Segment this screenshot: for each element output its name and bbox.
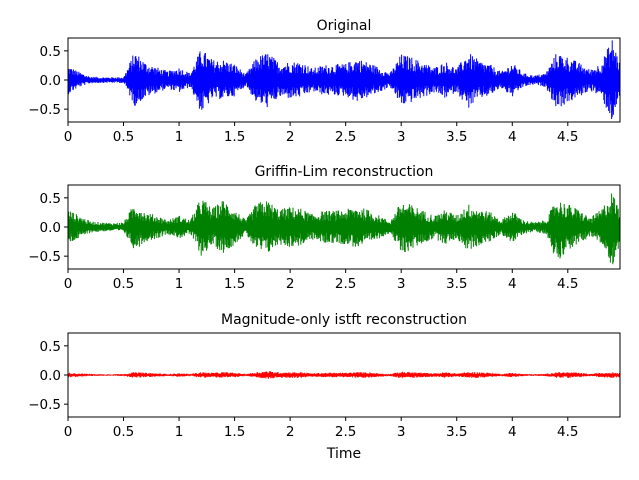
waveform-magnitude-only <box>68 371 620 379</box>
axes-frame-griffin-lim <box>67 184 621 270</box>
y-tick-label: 0.5 <box>40 339 61 355</box>
axis-ticks-original: 0 0.5 1 1.5 2 2.5 3 3.5 4 4.5 0.5 0.0 −0.5 <box>28 44 578 145</box>
y-tick-label: −0.5 <box>28 102 61 118</box>
x-tick-label: 2.5 <box>335 129 356 145</box>
x-tick-label: 1 <box>175 276 184 292</box>
x-tick-label: 2.5 <box>335 424 356 440</box>
x-tick-label: 3 <box>397 129 406 145</box>
x-tick-label: 4 <box>508 424 517 440</box>
x-tick-label: 0.5 <box>113 129 134 145</box>
x-tick-label: 2 <box>286 424 295 440</box>
x-tick-label: 3.5 <box>446 276 467 292</box>
chart-title-original: Original <box>317 18 372 34</box>
x-tick-label: 0 <box>64 276 73 292</box>
y-tick-label: −0.5 <box>28 249 61 265</box>
axis-ticks-magnitude-only: 0 0.5 1 1.5 2 2.5 3 3.5 4 4.5 0.5 0.0 −0.5 <box>28 339 578 440</box>
subplot-griffin-lim: Griffin-Lim reconstruction 0 0.5 1 1.5 2 2.5 3… <box>28 164 621 292</box>
axes-frame-original <box>67 37 621 123</box>
x-tick-label: 1.5 <box>224 129 245 145</box>
waveform-series-magnitude-only <box>68 371 620 379</box>
x-tick-label: 0 <box>64 129 73 145</box>
subplot-magnitude-only: Magnitude-only istft reconstruction 0 0.5… <box>28 312 621 462</box>
y-tick-label: 0.5 <box>40 191 61 207</box>
x-axis-label: Time <box>326 446 361 462</box>
y-tick-label: 0.0 <box>40 220 61 236</box>
x-tick-label: 1 <box>175 424 184 440</box>
x-tick-label: 1.5 <box>224 276 245 292</box>
y-tick-label: 0.0 <box>40 368 61 384</box>
axis-ticks-griffin-lim: 0 0.5 1 1.5 2 2.5 3 3.5 4 4.5 0.5 0.0 −0.5 <box>28 191 578 292</box>
axes-frame-magnitude-only <box>67 332 621 418</box>
x-tick-label: 3 <box>397 424 406 440</box>
x-tick-label: 4.5 <box>557 129 578 145</box>
x-tick-label: 4 <box>508 129 517 145</box>
x-tick-label: 1.5 <box>224 424 245 440</box>
y-tick-label: −0.5 <box>28 397 61 413</box>
x-tick-label: 3.5 <box>446 129 467 145</box>
x-tick-label: 4.5 <box>557 276 578 292</box>
x-tick-label: 0 <box>64 424 73 440</box>
x-tick-label: 3 <box>397 276 406 292</box>
x-tick-label: 4 <box>508 276 517 292</box>
chart-title-griffin-lim: Griffin-Lim reconstruction <box>255 164 434 180</box>
waveform-griffin-lim <box>68 193 620 265</box>
chart-title-magnitude-only: Magnitude-only istft reconstruction <box>221 312 467 328</box>
x-tick-label: 4.5 <box>557 424 578 440</box>
x-tick-label: 2.5 <box>335 276 356 292</box>
x-tick-label: 3.5 <box>446 424 467 440</box>
subplot-original: Original 0 0.5 1 1.5 2 2.5 3 3.5 4 4.5 0.5 0.0 −0.5 <box>28 18 621 145</box>
x-tick-label: 1 <box>175 129 184 145</box>
y-tick-label: 0.0 <box>40 73 61 89</box>
waveform-original <box>68 40 620 119</box>
x-tick-label: 2 <box>286 276 295 292</box>
x-tick-label: 0.5 <box>113 424 134 440</box>
waveform-series-griffin-lim <box>68 193 620 265</box>
x-tick-label: 2 <box>286 129 295 145</box>
x-tick-label: 0.5 <box>113 276 134 292</box>
waveform-series-original <box>68 40 620 119</box>
y-tick-label: 0.5 <box>40 44 61 60</box>
